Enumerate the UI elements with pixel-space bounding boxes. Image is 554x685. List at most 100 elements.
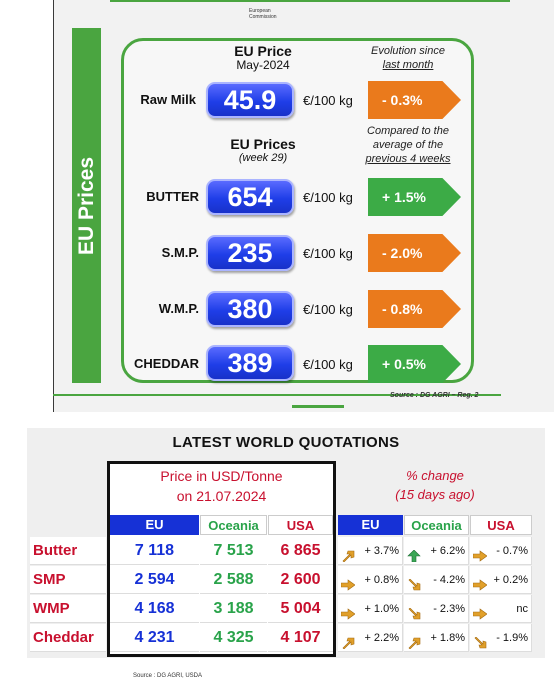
arrow-right-icon bbox=[340, 574, 356, 591]
arrow-down-right-icon bbox=[473, 632, 487, 649]
col-header-usa: USA bbox=[268, 515, 333, 535]
change-arrow-raw-milk: - 0.3% bbox=[368, 81, 461, 119]
arrow-down-right-icon bbox=[407, 603, 421, 620]
arrow-up-right-icon bbox=[341, 545, 355, 563]
arrow-down-right-icon bbox=[407, 574, 421, 591]
price-cell-oceania: 7 513 bbox=[200, 537, 267, 565]
vertical-title-bar: EU Prices bbox=[72, 28, 101, 383]
change-cell-eu: + 0.8% bbox=[338, 566, 403, 594]
price-cell-usa: 4 107 bbox=[268, 624, 333, 652]
price-cell-eu: 4 231 bbox=[110, 624, 199, 652]
evolution-caption: Evolution since last month bbox=[348, 44, 468, 72]
change-value: + 0.2% bbox=[493, 574, 528, 586]
pct-header-line1: % change bbox=[406, 468, 464, 483]
row-label-butter: BUTTER bbox=[146, 189, 199, 204]
change-value: + 2.2% bbox=[364, 632, 399, 644]
change-arrow-smp: - 2.0% bbox=[368, 234, 461, 272]
price-cell-usa: 6 865 bbox=[268, 537, 333, 565]
change-value: - 1.9% bbox=[496, 632, 528, 644]
milk-header-title: EU Price bbox=[234, 43, 292, 59]
price-raw-milk: 45.9 bbox=[206, 82, 294, 118]
unit-butter: €/100 kg bbox=[303, 190, 353, 205]
price-table-header: Price in USD/Tonne on 21.07.2024 bbox=[110, 466, 333, 506]
products-header-title: EU Prices bbox=[230, 136, 296, 152]
unit-wmp: €/100 kg bbox=[303, 302, 353, 317]
price-header-line2: on 21.07.2024 bbox=[176, 488, 267, 504]
row-label-cheddar: CHEDDAR bbox=[134, 356, 199, 371]
price-wmp: 380 bbox=[206, 291, 294, 327]
row-label-smp: S.M.P. bbox=[161, 245, 199, 260]
price-cell-usa: 2 600 bbox=[268, 566, 333, 594]
change-cell-usa: + 0.2% bbox=[470, 566, 532, 594]
world-title: LATEST WORLD QUOTATIONS bbox=[172, 434, 400, 451]
arrow-right-icon bbox=[472, 545, 488, 562]
price-butter: 654 bbox=[206, 179, 294, 215]
price-header-line1: Price in USD/Tonne bbox=[160, 468, 283, 484]
product-label: Cheddar bbox=[30, 624, 106, 652]
pct-header-line2: (15 days ago) bbox=[395, 487, 475, 502]
change-value: - 2.3% bbox=[433, 603, 465, 615]
change-value: + 3.7% bbox=[364, 545, 399, 557]
arrow-up-icon bbox=[407, 545, 421, 563]
price-cell-oceania: 4 325 bbox=[200, 624, 267, 652]
price-cell-eu: 7 118 bbox=[110, 537, 199, 565]
change-cell-oceania: + 6.2% bbox=[404, 537, 469, 565]
change-cell-eu: + 3.7% bbox=[338, 537, 403, 565]
change-value: + 1.8% bbox=[430, 632, 465, 644]
bottom-green-rule bbox=[53, 394, 501, 396]
arrow-right-icon bbox=[472, 603, 488, 620]
evolution-line2: last month bbox=[382, 59, 434, 71]
european-commission-logo: European Commission bbox=[249, 8, 277, 20]
row-label-wmp: W.M.P. bbox=[158, 301, 199, 316]
price-cell-oceania: 2 588 bbox=[200, 566, 267, 594]
arrow-up-right-icon bbox=[341, 632, 355, 650]
products-header-week: (week 29) bbox=[238, 152, 288, 164]
price-table-frame bbox=[107, 461, 336, 657]
products-price-header: EU Prices (week 29) bbox=[203, 137, 323, 165]
top-green-rule bbox=[110, 0, 510, 2]
change-value: - 0.7% bbox=[496, 545, 528, 557]
change-value: - 4.2% bbox=[433, 574, 465, 586]
product-label: Butter bbox=[30, 537, 106, 565]
price-cell-eu: 4 168 bbox=[110, 595, 199, 623]
change-cell-oceania: - 2.3% bbox=[404, 595, 469, 623]
change-value: + 0.8% bbox=[364, 574, 399, 586]
milk-price-header: EU Price May-2024 bbox=[203, 44, 323, 72]
change-cell-oceania: - 4.2% bbox=[404, 566, 469, 594]
change-arrow-cheddar: + 0.5% bbox=[368, 345, 461, 383]
change-cell-usa: - 1.9% bbox=[470, 624, 532, 652]
unit-cheddar: €/100 kg bbox=[303, 357, 353, 372]
change-value: nc bbox=[516, 603, 528, 615]
logo-text-line2: Commission bbox=[249, 14, 277, 20]
unit-raw-milk: €/100 kg bbox=[303, 93, 353, 108]
col-header-oceania: Oceania bbox=[200, 515, 267, 535]
world-source-note: Source : DG AGRI, USDA bbox=[133, 673, 203, 679]
arrow-right-icon bbox=[340, 603, 356, 620]
eu-source-note: Source : DG AGRI – Reg. 2 bbox=[390, 392, 479, 399]
arrow-right-icon bbox=[472, 574, 488, 591]
compare-line3: previous 4 weeks bbox=[365, 153, 451, 165]
chg-header-usa: USA bbox=[470, 515, 532, 535]
price-cell-oceania: 3 188 bbox=[200, 595, 267, 623]
change-cell-eu: + 1.0% bbox=[338, 595, 403, 623]
arrow-up-right-icon bbox=[407, 632, 421, 650]
unit-smp: €/100 kg bbox=[303, 246, 353, 261]
price-cell-eu: 2 594 bbox=[110, 566, 199, 594]
change-cell-usa: nc bbox=[470, 595, 532, 623]
change-cell-eu: + 2.2% bbox=[338, 624, 403, 652]
change-arrow-butter: + 1.5% bbox=[368, 178, 461, 216]
product-label: WMP bbox=[30, 595, 106, 623]
change-cell-oceania: + 1.8% bbox=[404, 624, 469, 652]
evolution-line1: Evolution since bbox=[371, 45, 445, 57]
world-quotations-panel: LATEST WORLD QUOTATIONS Price in USD/Ton… bbox=[0, 428, 554, 685]
row-label-raw-milk: Raw Milk bbox=[140, 92, 196, 107]
change-arrow-wmp: - 0.8% bbox=[368, 290, 461, 328]
chg-header-eu: EU bbox=[338, 515, 403, 535]
panel-edge-line bbox=[53, 0, 54, 412]
change-value: + 1.0% bbox=[364, 603, 399, 615]
product-label: SMP bbox=[30, 566, 106, 594]
compare-caption: Compared to the average of the previous … bbox=[348, 124, 468, 166]
vertical-title: EU Prices bbox=[74, 156, 98, 255]
pct-change-header: % change (15 days ago) bbox=[338, 466, 532, 504]
milk-header-period: May-2024 bbox=[236, 58, 290, 72]
